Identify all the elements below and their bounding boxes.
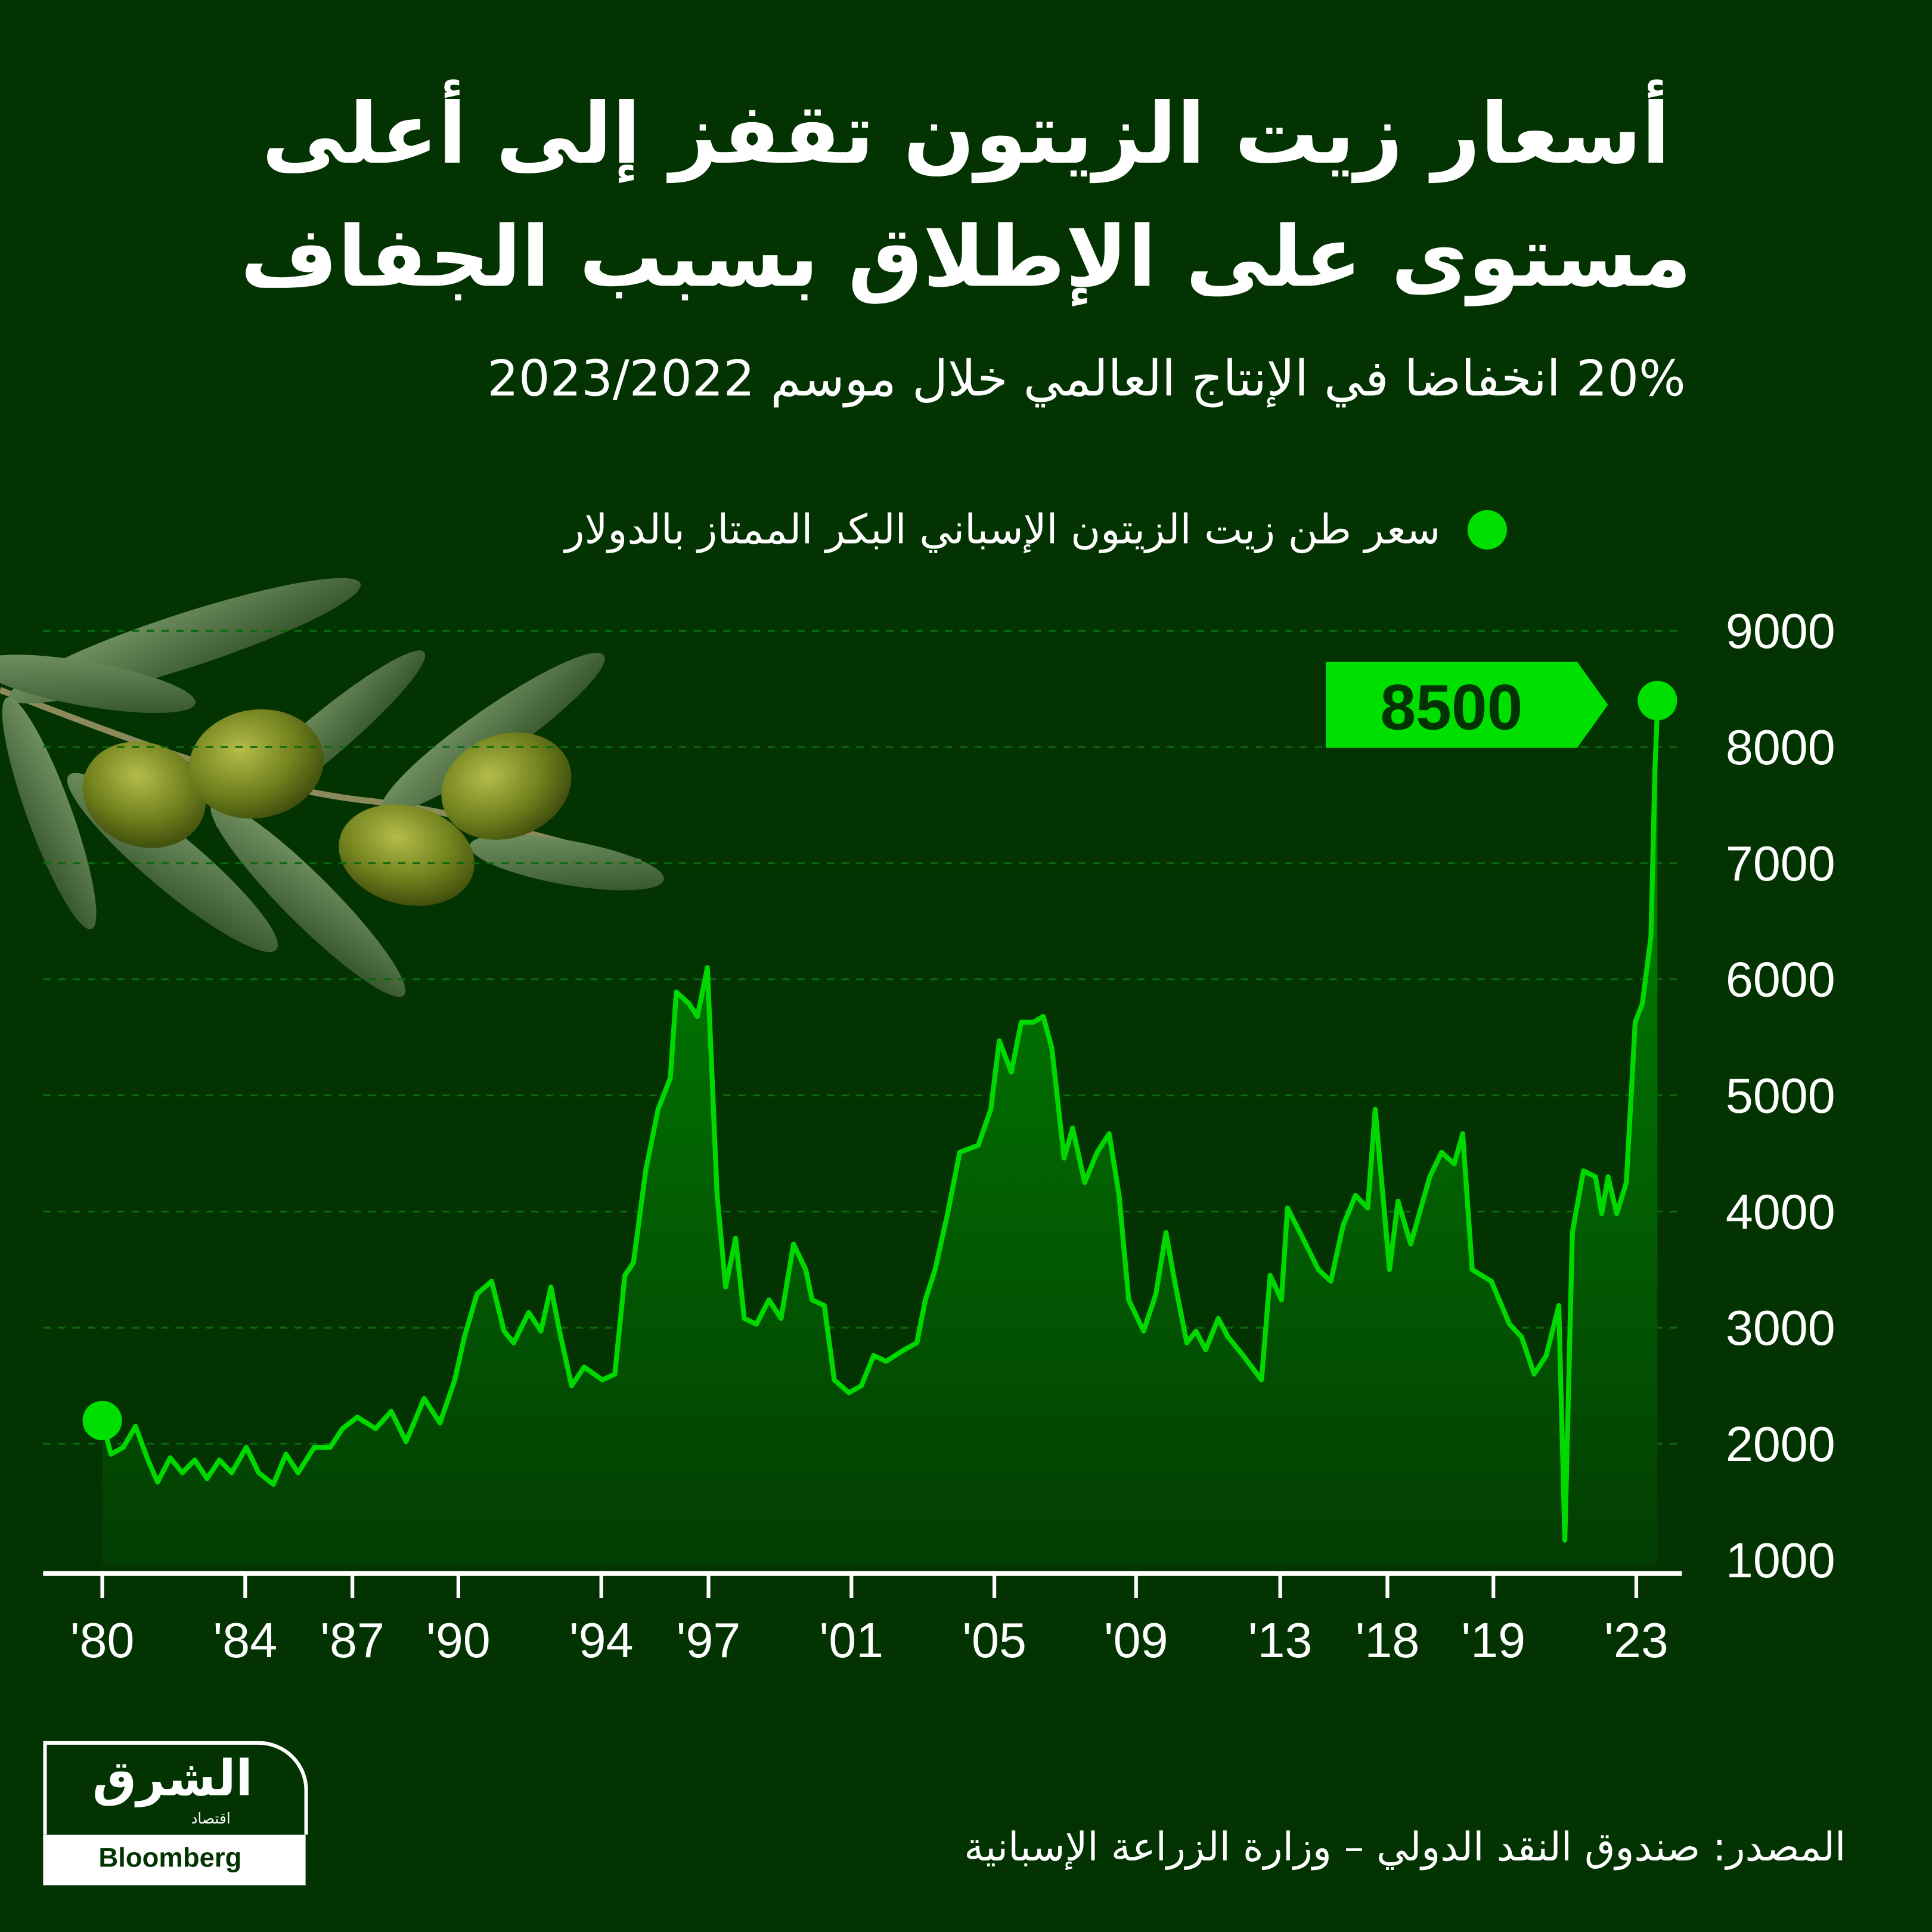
callout-label: 8500	[1380, 672, 1522, 743]
olive-branch-illustration	[0, 578, 664, 997]
y-tick-label: 7000	[1726, 836, 1835, 891]
x-tick-label: '09	[1104, 1612, 1168, 1668]
title-line: مستوى على الإطلاق بسبب الجفاف	[240, 209, 1692, 307]
y-tick-label: 2000	[1726, 1416, 1835, 1472]
callout-box	[1326, 661, 1608, 748]
x-tick-label: '80	[70, 1612, 135, 1668]
x-tick-label: '05	[962, 1612, 1027, 1668]
x-tick-label: '19	[1461, 1612, 1525, 1668]
y-tick-label: 4000	[1726, 1184, 1835, 1239]
start-point-marker	[82, 1400, 122, 1441]
subtitle: 20% انخفاضا في الإنتاج العالمي خلال موسم…	[487, 351, 1686, 408]
y-tick-label: 6000	[1726, 952, 1835, 1007]
end-point-marker	[1638, 681, 1677, 721]
legend-dot-icon	[1467, 509, 1507, 549]
y-tick-label: 9000	[1726, 603, 1835, 659]
price-line	[100, 708, 1660, 1543]
title-line: أسعار زيت الزيتون تقفز إلى أعلى	[262, 86, 1670, 184]
x-tick-label: '18	[1356, 1612, 1420, 1668]
legend-label: سعر طن زيت الزيتون الإسباني البكر الممتا…	[565, 505, 1441, 554]
page-title: أسعار زيت الزيتون تقفز إلى أعلى مستوى عل…	[74, 74, 1858, 320]
area-fill	[102, 708, 1658, 1565]
logo-name: الشرق	[92, 1751, 253, 1808]
x-tick-label: '90	[426, 1612, 491, 1668]
x-tick-label: '23	[1604, 1612, 1669, 1668]
callout: 8500	[1326, 661, 1608, 748]
logo-sub: اقتصاد	[191, 1810, 231, 1828]
x-tick-label: '01	[819, 1612, 883, 1668]
x-tick-label: '97	[677, 1612, 741, 1668]
y-tick-label: 1000	[1726, 1533, 1835, 1588]
x-tick-label: '13	[1248, 1612, 1313, 1668]
y-tick-label: 5000	[1726, 1068, 1835, 1124]
y-tick-label: 3000	[1726, 1300, 1835, 1356]
x-tick-label: '87	[320, 1612, 384, 1668]
x-tick-label: '84	[213, 1612, 277, 1668]
y-tick-label: 8000	[1726, 720, 1835, 775]
x-tick-label: '94	[569, 1612, 634, 1668]
source-note: المصدر: صندوق النقد الدولي – وزارة الزرا…	[964, 1824, 1846, 1871]
asharq-bloomberg-logo: الشرق اقتصاد Bloomberg	[43, 1741, 308, 1886]
logo-partner: Bloomberg	[98, 1842, 242, 1873]
legend: سعر طن زيت الزيتون الإسباني البكر الممتا…	[565, 505, 1507, 553]
